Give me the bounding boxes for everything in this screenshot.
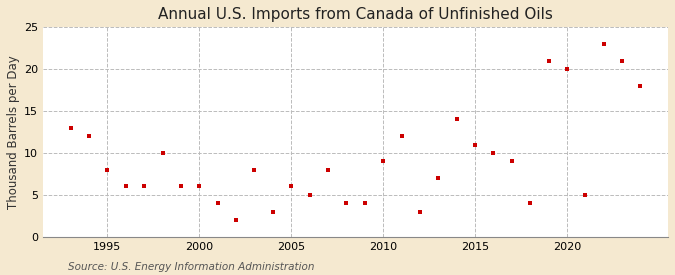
Point (506, 159, 517, 164)
Point (488, 151, 499, 155)
Point (414, 209, 425, 214)
Point (65, 126, 76, 130)
Point (580, 192, 591, 197)
Text: Source: U.S. Energy Information Administration: Source: U.S. Energy Information Administ… (68, 262, 314, 272)
Point (249, 167, 260, 172)
Point (267, 209, 278, 214)
Point (433, 176, 443, 180)
Point (139, 184, 150, 189)
Point (617, 59, 628, 63)
Point (213, 201, 223, 205)
Point (598, 42, 609, 46)
Point (120, 184, 131, 189)
Point (359, 201, 370, 205)
Point (157, 151, 168, 155)
Title: Annual U.S. Imports from Canada of Unfinished Oils: Annual U.S. Imports from Canada of Unfin… (158, 7, 553, 22)
Point (524, 201, 535, 205)
Point (286, 184, 296, 189)
Point (194, 184, 205, 189)
Point (341, 201, 352, 205)
Point (396, 134, 407, 138)
Point (452, 117, 462, 122)
Point (635, 84, 646, 88)
Point (304, 192, 315, 197)
Point (84, 134, 95, 138)
Point (543, 59, 554, 63)
Point (231, 218, 242, 222)
Point (378, 159, 389, 164)
Y-axis label: Thousand Barrels per Day: Thousand Barrels per Day (7, 55, 20, 209)
Point (102, 167, 113, 172)
Point (323, 167, 333, 172)
Point (176, 184, 186, 189)
Point (562, 67, 572, 71)
Point (470, 142, 481, 147)
